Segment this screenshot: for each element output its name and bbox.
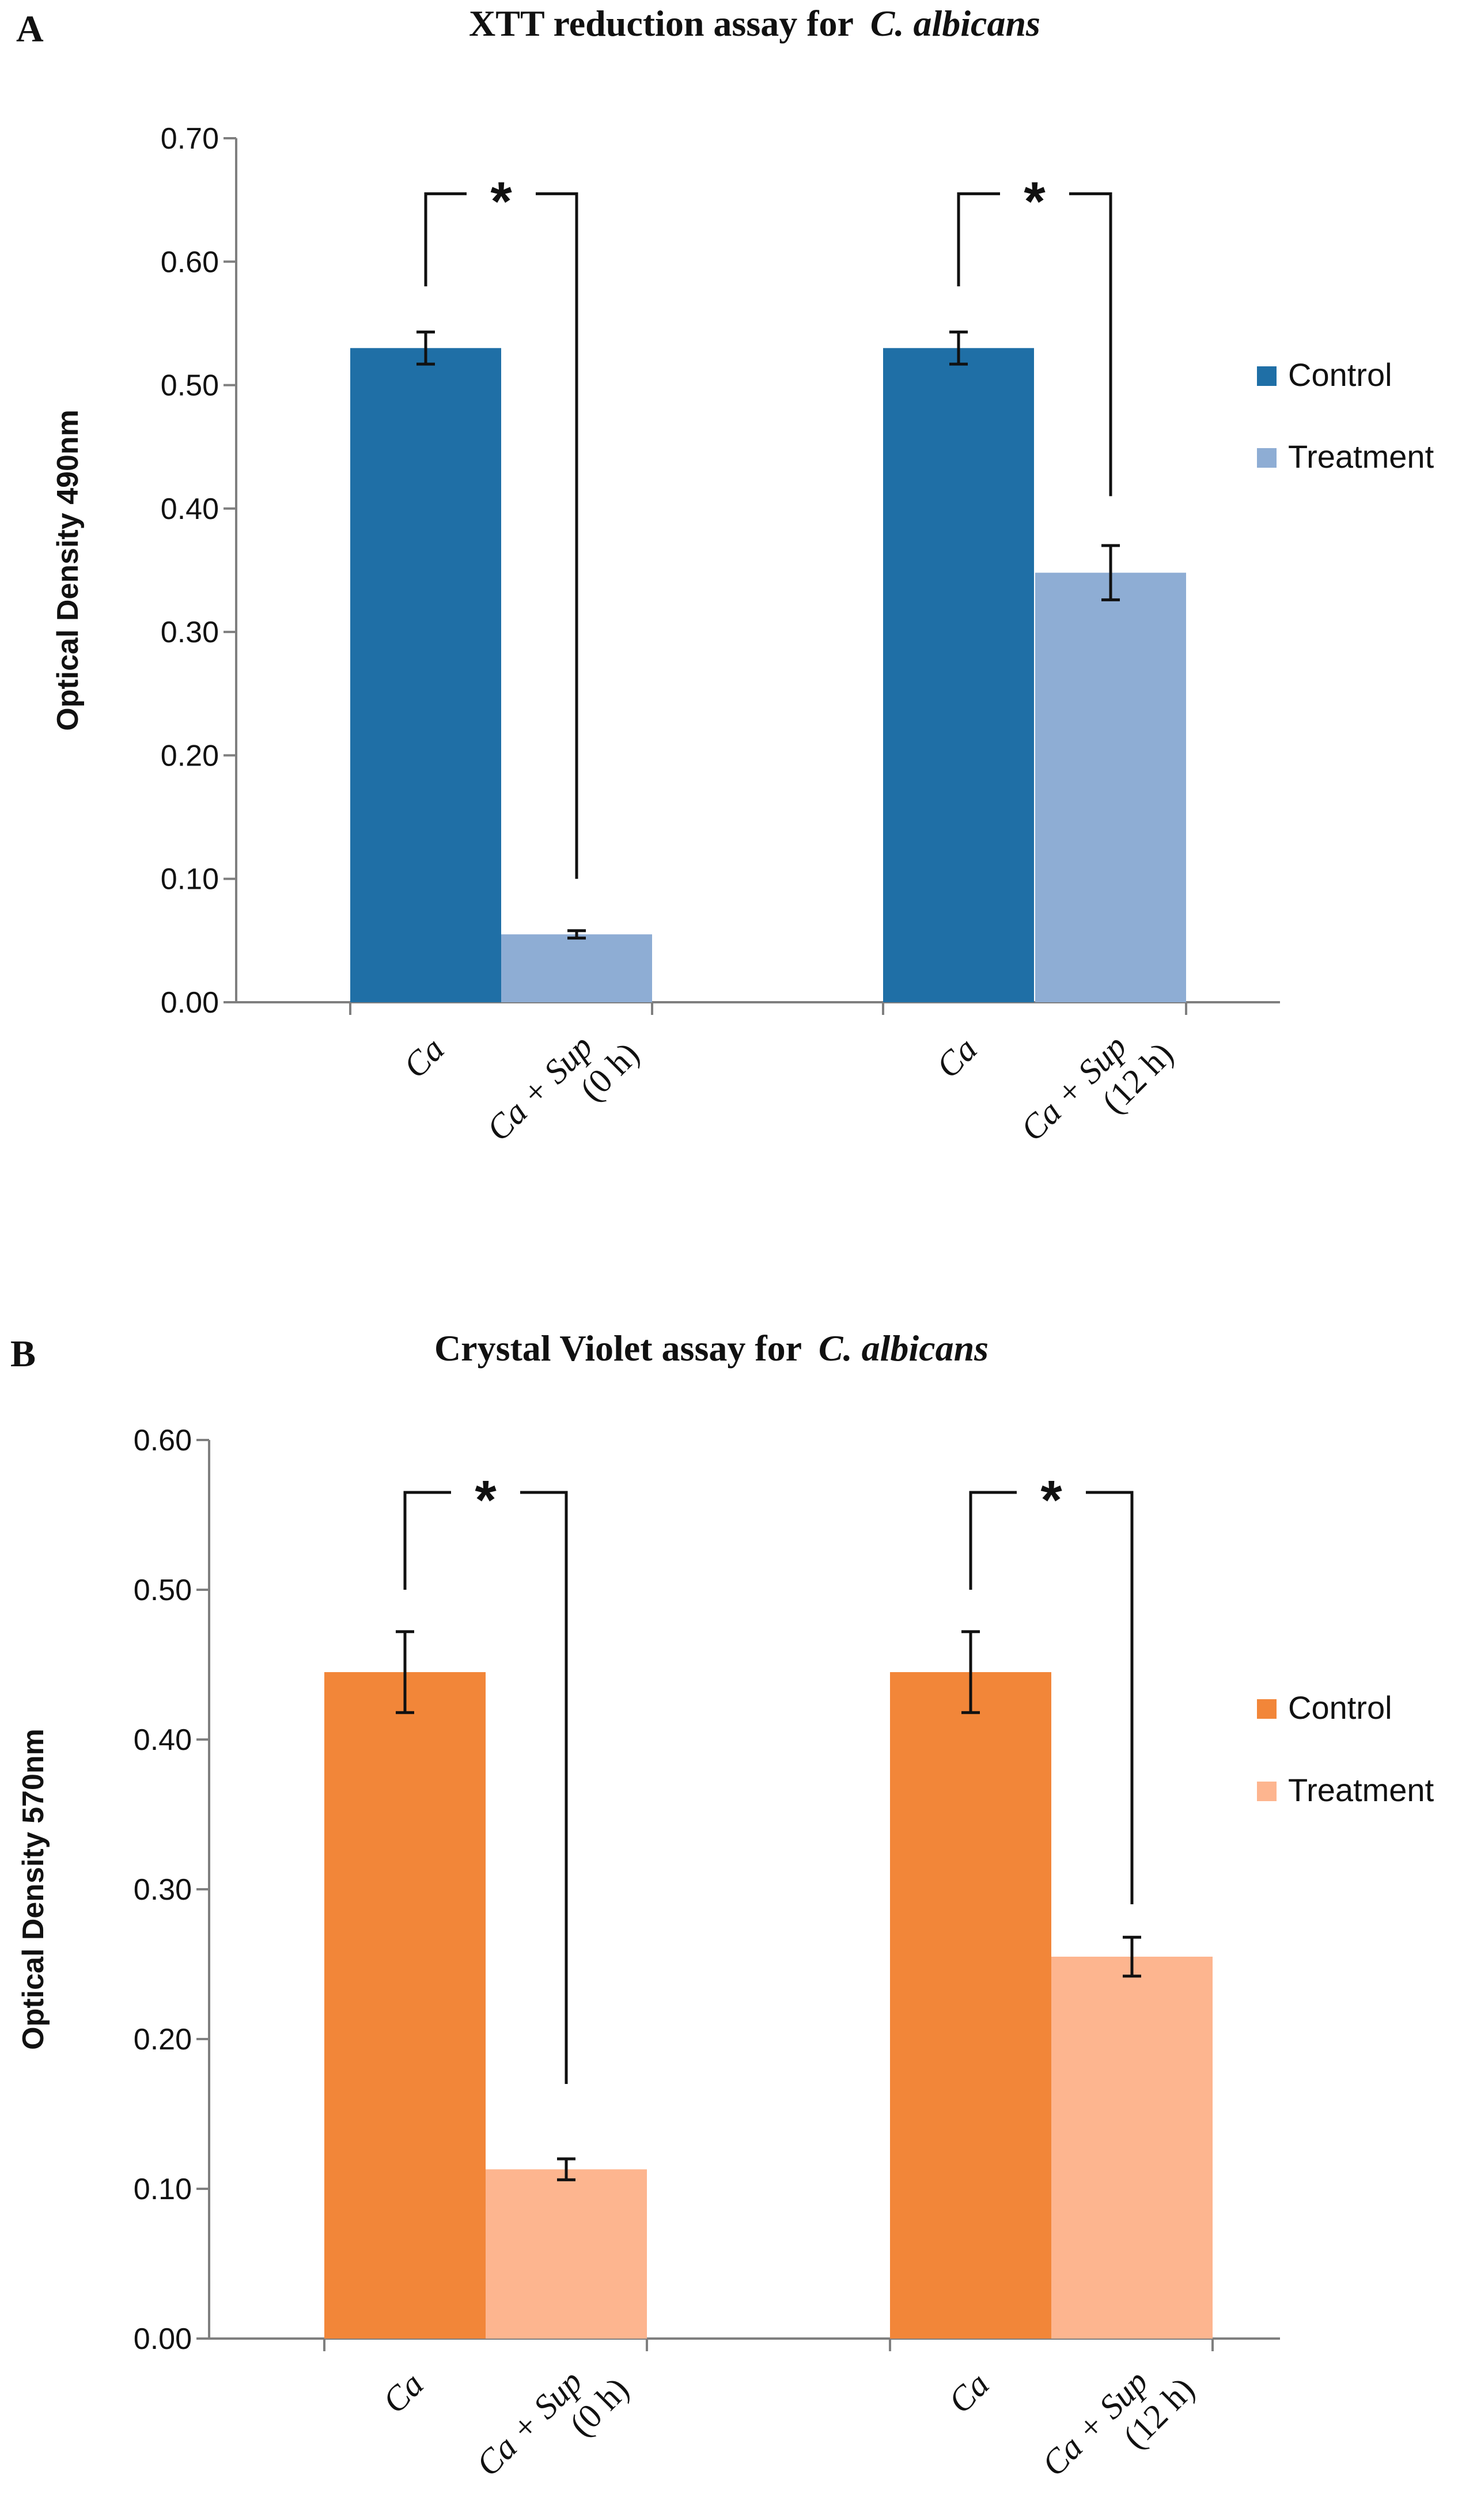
significance-bracket-right [536, 192, 578, 879]
y-tick-label: 0.20 [134, 2023, 192, 2056]
bar-control [890, 1672, 1051, 2339]
panel-b-title: Crystal Violet assay for C. albicans [434, 1328, 989, 1369]
y-tick-label: 0.20 [161, 739, 219, 772]
significance-marker: * [490, 170, 512, 232]
legend-swatch-control [1257, 1699, 1277, 1719]
panel-b-letter: B [10, 1333, 36, 1375]
bar-treatment [1051, 1957, 1213, 2339]
panel-a-letter: A [16, 8, 44, 50]
significance-marker: * [475, 1469, 497, 1531]
y-axis-label: Optical Density 570nm [17, 1729, 50, 2050]
y-tick-label: 0.30 [134, 1873, 192, 1907]
bar-control [350, 348, 501, 1003]
significance-bracket-right [520, 1491, 568, 2084]
bar-treatment [486, 2169, 647, 2339]
panel-a-title-species: C. albicans [870, 3, 1040, 44]
panel-a-chart: A XTT reduction assay for C. albicans 0.… [16, 3, 1434, 1148]
significance-bracket-left [424, 192, 467, 287]
significance-bracket-right [1069, 192, 1112, 497]
y-tick-label: 0.50 [161, 369, 219, 403]
significance-bracket-left [969, 1491, 1017, 1590]
bar-control [883, 348, 1034, 1003]
y-tick-label: 0.40 [161, 492, 219, 526]
y-tick-label: 0.10 [134, 2173, 192, 2206]
y-tick-label: 0.40 [134, 1723, 192, 1757]
legend-label-treatment: Treatment [1288, 1772, 1434, 1808]
significance-bracket-left [403, 1491, 451, 1590]
y-tick-label: 0.00 [134, 2322, 192, 2356]
panel-a-plot-area: 0.00 0.10 0.20 0.30 0.40 0.50 0.60 0.70 Optical … [51, 122, 1434, 1148]
legend-label-control: Control [1288, 1689, 1392, 1726]
y-tick-label: 0.60 [161, 245, 219, 279]
bar-treatment [501, 934, 652, 1002]
legend-swatch-treatment [1257, 448, 1277, 468]
y-tick-label: 0.30 [161, 616, 219, 649]
panel-b-title-main: Crystal Violet assay for [434, 1328, 802, 1369]
legend-label-treatment: Treatment [1288, 438, 1434, 475]
y-tick-label: 0.00 [161, 986, 219, 1020]
legend-label-control: Control [1288, 357, 1392, 393]
bar-treatment [1035, 573, 1186, 1002]
y-tick-label: 0.50 [134, 1574, 192, 1607]
panel-a-title-main: XTT reduction assay for [469, 3, 854, 44]
legend-swatch-control [1257, 366, 1277, 386]
bar-control [324, 1672, 486, 2339]
y-tick-label: 0.10 [161, 863, 219, 896]
legend-swatch-treatment [1257, 1782, 1277, 1801]
significance-marker: * [1040, 1469, 1062, 1531]
y-tick-label: 0.60 [134, 1424, 192, 1457]
significance-marker: * [1024, 170, 1046, 232]
y-axis-label: Optical Density 490nm [51, 410, 85, 731]
panel-a-title: XTT reduction assay for C. albicans [469, 3, 1040, 44]
y-tick-label: 0.70 [161, 122, 219, 156]
panel-b-title-species: C. albicans [819, 1328, 989, 1369]
significance-bracket-right [1086, 1491, 1134, 1904]
significance-bracket-left [957, 192, 1000, 287]
